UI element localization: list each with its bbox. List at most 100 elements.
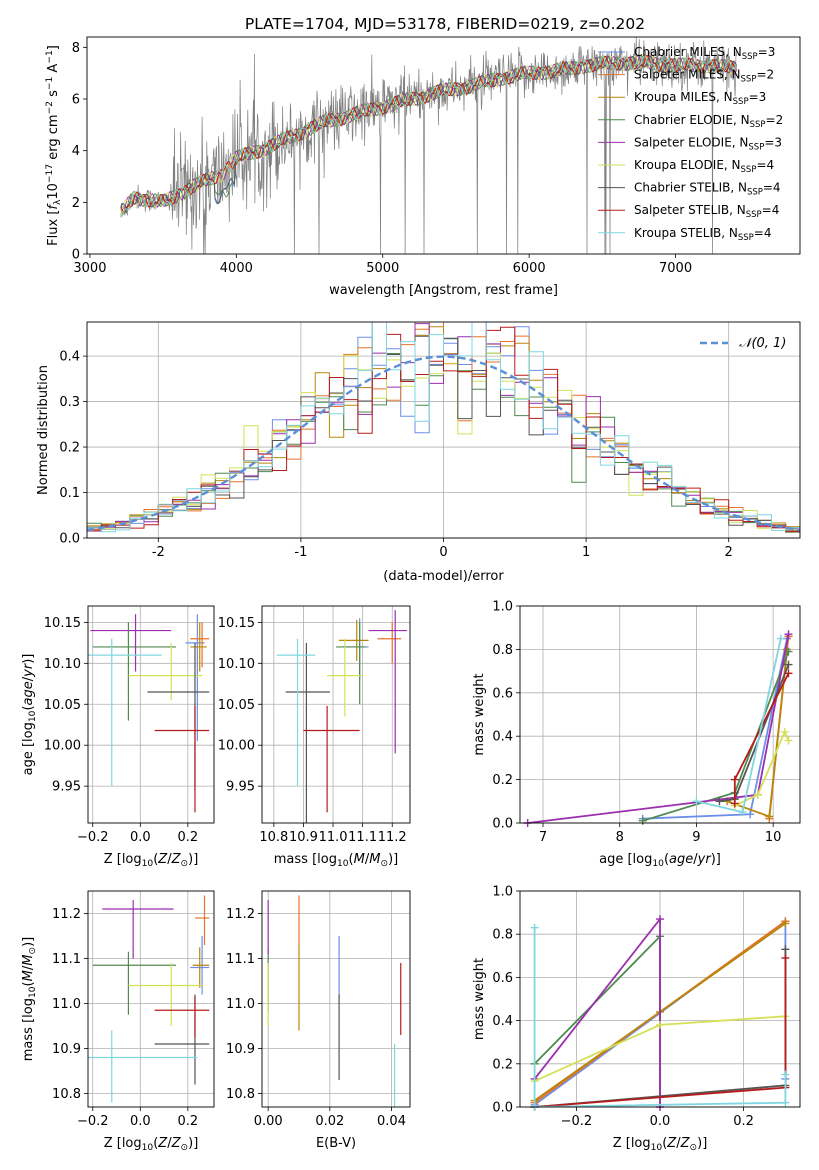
mass_vs_Z-frame bbox=[87, 890, 215, 1108]
spectrum-model-line-6 bbox=[120, 55, 738, 209]
mass_weight_vs_Z-xtick-label-1: 0.0 bbox=[650, 1114, 671, 1129]
mass_vs_Z-grid bbox=[88, 891, 214, 1107]
spectrum-panel: 3000 4000 5000 6000 7000 0 2 4 6 8 wavelength [Ang… bbox=[45, 36, 801, 298]
spectrum-ytick-label-4: 8 bbox=[72, 41, 80, 56]
mass_weight_vs_age-marker-8-0 bbox=[692, 797, 701, 806]
mass_vs_ebv-ytick-label-4: 11.2 bbox=[226, 907, 255, 922]
mass_vs_Z-ytick-label-1: 10.9 bbox=[52, 1042, 81, 1057]
mass_weight_vs_age-marker-7-2 bbox=[784, 669, 793, 678]
mass_weight_vs_Z-ytick-label-4: 0.8 bbox=[492, 928, 513, 943]
age_vs_Z-xtick-label-2: 0.2 bbox=[178, 830, 199, 845]
mass_vs_ebv-ytick-label-3: 11.1 bbox=[226, 952, 255, 967]
age_vs_Z-xtick-label-0: −0.2 bbox=[77, 830, 109, 845]
spectrum-ytick-label-1: 2 bbox=[72, 196, 80, 211]
mass_weight_vs_age-marker-5-3 bbox=[784, 736, 793, 745]
age_vs_Z-xlabel: Z [log10(Z/Z⊙)] bbox=[104, 852, 199, 869]
residuals-xtick-label-4: 2 bbox=[725, 545, 733, 560]
mass_vs_ebv-ytick-label-2: 11.0 bbox=[226, 997, 255, 1012]
mass_weight_vs_age-marker-5-2 bbox=[780, 727, 789, 736]
mass_vs_ebv-panel: 0.00 0.02 0.04 10.8 10.9 11.0 11.1 11.2 E(B-V) bbox=[226, 890, 411, 1151]
mass_weight_vs_age-marker-3-0 bbox=[638, 816, 647, 825]
mass_weight_vs_Z-ytick-label-0: 0.0 bbox=[492, 1101, 513, 1116]
mass_weight_vs_age-xtick-label-3: 10 bbox=[765, 830, 782, 845]
residuals-hist-7 bbox=[87, 326, 800, 532]
residuals-xtick-label-3: 1 bbox=[582, 545, 590, 560]
residuals-xtick-label-1: -1 bbox=[294, 545, 307, 560]
spectrum-legend-label-5: Kroupa ELODIE, NSSP=4 bbox=[634, 158, 774, 175]
mass_weight_vs_Z-ytick-label-5: 1.0 bbox=[492, 885, 513, 900]
mass_vs_ebv-ytick-label-0: 10.8 bbox=[226, 1087, 255, 1102]
spectrum-frame bbox=[86, 36, 801, 255]
age_vs_Z-panel: −0.2 0.0 0.2 9.95 10.00 10.05 10.10 10.15 Z [log… bbox=[21, 605, 215, 869]
mass_weight_vs_age-marker-6-0 bbox=[715, 797, 724, 806]
age_vs_mass-xtick-label-3: 11.1 bbox=[348, 830, 377, 845]
residuals-hist-8 bbox=[87, 322, 800, 533]
spectrum-legend-label-8: Kroupa STELIB, NSSP=4 bbox=[634, 226, 772, 243]
spectrum-xtick-label-0: 3000 bbox=[73, 261, 106, 276]
mass_vs_Z-ytick-label-4: 11.2 bbox=[52, 907, 81, 922]
mass_weight_vs_Z-line-8 bbox=[533, 927, 787, 1107]
residuals-xtick-label-0: -2 bbox=[152, 545, 165, 560]
residuals-ytick-label-1: 0.1 bbox=[59, 486, 80, 501]
spectrum-ylabel: Flux [fλ10−17 erg cm−2 s−1 A−1] bbox=[45, 45, 63, 246]
spectrum-model-line-4 bbox=[120, 54, 738, 217]
spectrum-xtick-label-3: 6000 bbox=[513, 261, 546, 276]
mass_weight_vs_age-marker-4-2 bbox=[784, 630, 793, 639]
age_vs_mass-xtick-label-0: 10.8 bbox=[259, 830, 288, 845]
mass_weight_vs_age-marker-2-1 bbox=[765, 812, 774, 821]
mass_vs_ebv-xtick-label-2: 0.04 bbox=[377, 1114, 406, 1129]
mass_weight_vs_age-marker-6-2 bbox=[784, 660, 793, 669]
age_vs_mass-ytick-label-1: 10.00 bbox=[218, 739, 255, 754]
age_vs_mass-ytick-label-4: 10.15 bbox=[218, 616, 255, 631]
mass_vs_ebv-xtick-label-1: 0.02 bbox=[315, 1114, 344, 1129]
figure-title: PLATE=1704, MJD=53178, FIBERID=0219, z=0… bbox=[245, 15, 645, 33]
residuals-ytick-label-3: 0.3 bbox=[59, 395, 80, 410]
age_vs_Z-ytick-label-3: 10.10 bbox=[44, 657, 81, 672]
mass_weight_vs_age-line-5 bbox=[734, 729, 790, 807]
residuals-legend-label: 𝒩(0, 1) bbox=[739, 336, 786, 351]
mass_weight_vs_Z-ytick-label-1: 0.2 bbox=[492, 1057, 513, 1072]
mass_weight_vs_age-marker-0-1 bbox=[746, 810, 755, 819]
mass_weight_vs_age-marker-7-1 bbox=[730, 775, 739, 784]
mass_vs_Z-ytick-label-2: 11.0 bbox=[52, 997, 81, 1012]
mass_vs_ebv-grid bbox=[262, 891, 410, 1107]
mass_vs_Z-panel: −0.2 0.0 0.2 10.8 10.9 11.0 11.1 11.2 Z [log10(Z… bbox=[21, 890, 215, 1153]
mass_weight_vs_age-xtick-label-1: 8 bbox=[616, 830, 624, 845]
plots-layer: 3000 4000 5000 6000 7000 0 2 4 6 8 wavelength [Ang… bbox=[21, 36, 801, 1153]
mass_weight_vs_Z-xtick-label-0: −0.2 bbox=[561, 1114, 593, 1129]
mass_weight_vs_age-panel: 7 8 9 10 0.0 0.2 0.4 0.6 0.8 1.0 age [log10(age/yr… bbox=[472, 600, 801, 869]
mass_vs_Z-xtick-label-0: −0.2 bbox=[77, 1114, 109, 1129]
spectrum-xtick-label-1: 4000 bbox=[220, 261, 253, 276]
mass_vs_ebv-xtick-label-0: 0.00 bbox=[254, 1114, 283, 1129]
age_vs_Z-ytick-label-4: 10.15 bbox=[44, 616, 81, 631]
age_vs_mass-xlabel: mass [log10(M/M⊙)] bbox=[274, 852, 398, 869]
mass_weight_vs_age-marker-5-1 bbox=[753, 790, 762, 799]
mass_vs_Z-ylabel: mass [log10(M/M⊙)] bbox=[21, 937, 38, 1061]
age_vs_mass-xtick-label-4: 11.2 bbox=[378, 830, 407, 845]
residuals-panel: -2 -1 0 1 2 0.0 0.1 0.2 0.3 0.4 (data-model)/error… bbox=[36, 321, 801, 584]
mass_vs_ebv-frame bbox=[261, 890, 411, 1108]
age_vs_mass-ytick-label-0: 9.95 bbox=[226, 780, 255, 795]
age_vs_Z-ylabel: age [log10(age/yr)] bbox=[21, 654, 38, 776]
mass_weight_vs_age-line-4 bbox=[527, 634, 790, 823]
age_vs_Z-xtick-label-1: 0.0 bbox=[130, 830, 151, 845]
spectrum-legend-label-4: Salpeter ELODIE, NSSP=3 bbox=[634, 135, 782, 152]
spectrum-model-line-8 bbox=[120, 54, 737, 217]
spectrum-ytick-label-3: 6 bbox=[72, 93, 80, 108]
age_vs_mass-xtick-label-1: 10.9 bbox=[289, 830, 318, 845]
age_vs_mass-panel: 10.8 10.9 11.0 11.1 11.2 9.95 10.00 10.05 10.10 1… bbox=[218, 605, 411, 869]
mass_weight_vs_age-grid bbox=[520, 605, 800, 824]
mass_weight_vs_age-xtick-label-2: 9 bbox=[692, 830, 700, 845]
spectrum-model-line-5 bbox=[120, 55, 737, 217]
mass_weight_vs_Z-marker-8-3 bbox=[781, 1070, 790, 1079]
mass_weight_vs_age-marker-7-0 bbox=[730, 799, 739, 808]
mass_weight_vs_Z-ytick-label-2: 0.4 bbox=[492, 1014, 513, 1029]
mass_weight_vs_age-ytick-label-2: 0.4 bbox=[492, 730, 513, 745]
mass_weight_vs_Z-marker-5-1 bbox=[656, 1020, 664, 1029]
spectrum-legend-label-1: Salpeter MILES, NSSP=2 bbox=[634, 68, 774, 85]
mass_weight_vs_Z-ytick-label-3: 0.6 bbox=[492, 971, 513, 986]
mass_weight_vs_Z-panel: −0.2 0.0 0.2 0.0 0.2 0.4 0.6 0.8 1.0 Z [log10(Z/Z… bbox=[472, 885, 801, 1153]
residuals-ytick-label-0: 0.0 bbox=[59, 532, 80, 547]
mass_weight_vs_Z-xtick-label-2: 0.2 bbox=[733, 1114, 754, 1129]
